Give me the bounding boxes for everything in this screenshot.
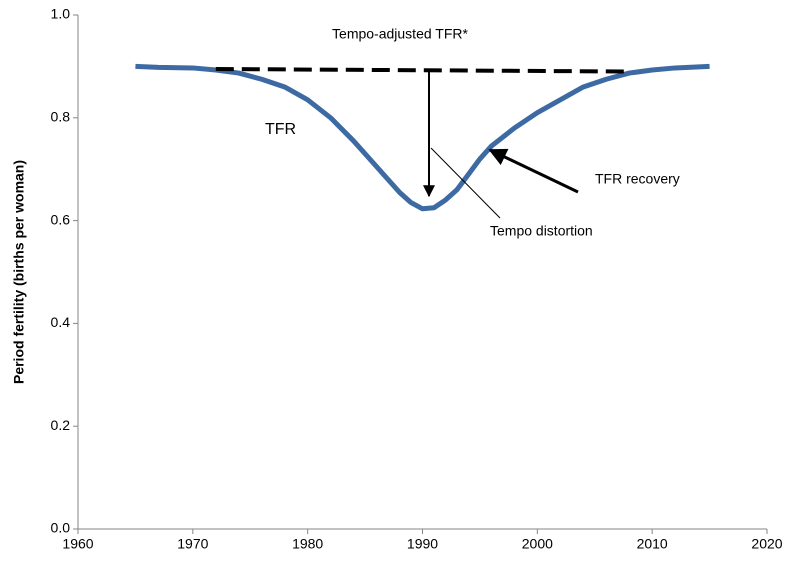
- x-tick-label: 1980: [292, 536, 323, 552]
- x-tick-label: 1960: [62, 536, 93, 552]
- y-tick-label: 0.2: [51, 417, 71, 433]
- axes: 0.0 0.2 0.4 0.6 0.8 1.0 1960 1970 1980 1990 2000 20…: [51, 6, 783, 552]
- y-tick-label: 0.0: [51, 520, 71, 536]
- y-tick-label: 0.4: [51, 314, 71, 330]
- recovery-arrow: [488, 148, 579, 194]
- dashed-line: [215, 66, 630, 74]
- annotation: TFR recovery: [595, 171, 680, 187]
- plot-area: [135, 63, 710, 212]
- annotation: TFR: [265, 121, 296, 138]
- leader-line: [430, 147, 501, 219]
- data-line: [135, 63, 710, 212]
- y-axis-label: Period fertility (births per woman): [11, 160, 27, 384]
- x-tick-label: 2010: [637, 536, 668, 552]
- y-tick-label: 1.0: [51, 6, 71, 22]
- annotation: Tempo distortion: [490, 223, 593, 239]
- y-tick-label: 0.8: [51, 109, 71, 125]
- x-tick-label: 1990: [407, 536, 438, 552]
- x-tick-label: 1970: [177, 536, 208, 552]
- y-tick-label: 0.6: [51, 211, 71, 227]
- annotation: Tempo-adjusted TFR*: [332, 26, 468, 42]
- x-tick-label: 2000: [522, 536, 553, 552]
- x-tick-label: 2020: [751, 536, 782, 552]
